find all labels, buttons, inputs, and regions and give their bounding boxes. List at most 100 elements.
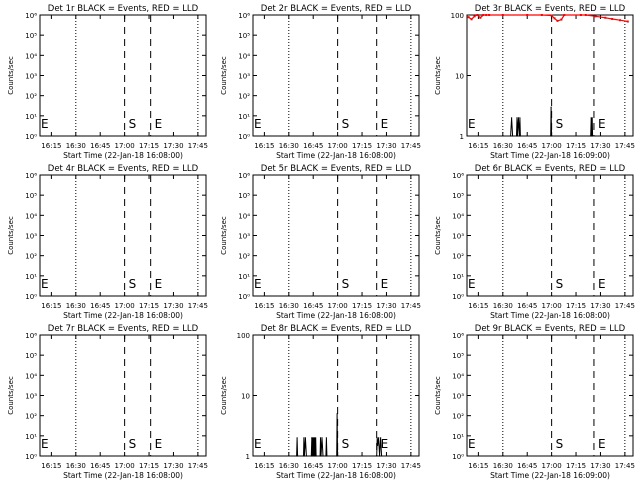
lld-point [479, 16, 482, 19]
y-tick-label: 10⁰ [25, 133, 37, 141]
x-tick-label: 16:30 [493, 462, 513, 470]
x-tick-label: 16:30 [66, 302, 86, 310]
detector-panel: Det 2r BLACK = Events, RED = LLD Counts/s… [220, 4, 421, 160]
events-point [337, 455, 339, 457]
events-point [325, 437, 327, 439]
events-point [304, 437, 307, 439]
y-tick-label: 10⁴ [25, 212, 37, 220]
lld-point [604, 16, 607, 19]
events-point [510, 117, 513, 119]
x-axis-label: Start Time (22-Jan-18 16:08:00) [63, 151, 183, 160]
events-point [296, 455, 299, 457]
lld-point [563, 14, 566, 16]
x-tick-label: 16:15 [254, 462, 274, 470]
x-tick-label: 16:15 [468, 142, 488, 150]
y-tick-label: 10⁶ [25, 12, 37, 20]
dashed-line-label: S [342, 117, 350, 131]
corner-label: E [254, 117, 262, 131]
panel-title: Det 5r BLACK = Events, RED = LLD [261, 164, 412, 174]
x-tick-label: 16:30 [279, 142, 299, 150]
y-tick-label: 10¹ [238, 273, 250, 281]
y-axis-label: Counts/sec [220, 216, 228, 255]
plot-frame [252, 174, 420, 297]
y-axis-label: Counts/sec [434, 56, 442, 95]
lld-point [501, 14, 504, 16]
y-axis-label: Counts/sec [7, 376, 15, 415]
lld-point [556, 19, 559, 22]
y-tick-label: 10 [455, 73, 464, 81]
y-tick-label: 10⁰ [452, 453, 464, 461]
x-tick-label: 17:00 [328, 462, 348, 470]
events-point [590, 117, 592, 119]
events-point [302, 455, 305, 457]
x-tick-label: 16:15 [41, 142, 61, 150]
x-tick-label: 16:30 [66, 142, 86, 150]
x-tick-label: 17:00 [115, 302, 135, 310]
corner-label: E [254, 277, 262, 291]
y-axis-label: Counts/sec [434, 216, 442, 255]
y-axis-label: Counts/sec [220, 56, 228, 95]
x-tick-label: 16:45 [90, 142, 110, 150]
x-tick-label: 17:00 [328, 142, 348, 150]
events-point [518, 135, 521, 137]
events-point [311, 455, 313, 457]
dashed-line-label: S [556, 437, 564, 451]
x-axis-label: Start Time (22-Jan-18 16:09:00) [490, 471, 610, 480]
lld-point [470, 18, 473, 21]
events-point [592, 135, 594, 137]
events-point [517, 117, 520, 119]
x-tick-label: 17:45 [401, 142, 421, 150]
dashed-line-label: E [598, 277, 606, 291]
lld-point [618, 19, 621, 22]
panel-title: Det 3r BLACK = Events, RED = LLD [475, 4, 626, 14]
x-tick-label: 16:45 [90, 462, 110, 470]
detector-panel: Det 5r BLACK = Events, RED = LLD Counts/s… [220, 164, 421, 320]
x-tick-label: 16:30 [493, 302, 513, 310]
y-tick-label: 10⁴ [452, 212, 464, 220]
panel-title: Det 6r BLACK = Events, RED = LLD [475, 164, 626, 174]
dashed-line-label: S [129, 117, 137, 131]
detector-panel: Det 3r BLACK = Events, RED = LLD Counts/s… [434, 4, 635, 160]
y-tick-label: 10³ [25, 233, 37, 241]
y-tick-label: 10⁵ [452, 192, 464, 200]
y-tick-label: 10⁴ [25, 52, 37, 60]
lld-point [476, 14, 479, 16]
x-tick-label: 16:45 [303, 142, 323, 150]
events-point [519, 135, 521, 137]
y-tick-label: 10⁵ [452, 352, 464, 360]
dashed-line-label: E [381, 277, 389, 291]
events-point [591, 135, 593, 137]
panel-title: Det 8r BLACK = Events, RED = LLD [261, 324, 412, 334]
y-tick-label: 10⁴ [452, 372, 464, 380]
x-tick-label: 16:45 [517, 302, 537, 310]
dashed-line-label: S [342, 437, 350, 451]
x-tick-label: 17:45 [188, 142, 208, 150]
y-tick-label: 10² [25, 93, 37, 101]
events-point [305, 455, 307, 457]
detector-panel: Det 8r BLACK = Events, RED = LLD Counts/s… [220, 324, 421, 480]
x-tick-label: 16:45 [517, 462, 537, 470]
x-axis-label: Start Time (22-Jan-18 16:08:00) [276, 151, 396, 160]
x-tick-label: 17:30 [163, 142, 183, 150]
y-tick-label: 10³ [238, 73, 250, 81]
x-tick-label: 17:15 [139, 142, 159, 150]
lld-point [560, 18, 563, 21]
events-point [322, 455, 324, 457]
x-tick-label: 16:15 [254, 142, 274, 150]
x-tick-label: 17:30 [376, 462, 396, 470]
y-tick-label: 100 [451, 12, 464, 20]
x-tick-label: 17:30 [590, 462, 610, 470]
x-tick-label: 16:30 [279, 302, 299, 310]
y-tick-label: 10³ [452, 393, 464, 401]
x-tick-label: 17:45 [615, 462, 635, 470]
y-axis-label: Counts/sec [220, 376, 228, 415]
events-point [315, 455, 317, 457]
x-tick-label: 17:00 [115, 462, 135, 470]
y-tick-label: 10⁶ [238, 172, 250, 180]
events-point [550, 106, 552, 108]
events-point [315, 437, 317, 439]
y-tick-label: 10² [452, 253, 464, 261]
corner-label: E [41, 277, 49, 291]
events-point [519, 117, 521, 119]
x-tick-label: 17:00 [542, 142, 562, 150]
